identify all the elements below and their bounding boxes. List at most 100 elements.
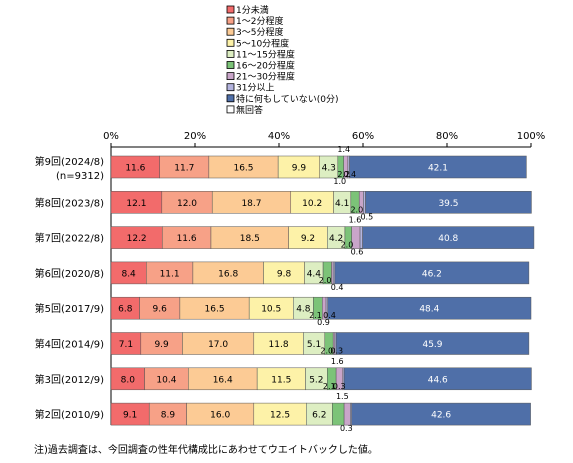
- small-data-label: 2.1: [309, 311, 322, 320]
- category-label: 第4回(2014/9): [35, 338, 104, 351]
- data-label: 16.5: [205, 305, 225, 315]
- bar-segment: [349, 155, 527, 179]
- small-data-label: 2.2: [337, 170, 350, 179]
- x-tick-label: 0%: [103, 131, 119, 142]
- small-data-label: 1.6: [331, 357, 344, 366]
- data-label: 10.5: [261, 305, 281, 315]
- data-label: 9.1: [123, 411, 137, 421]
- category-label: 第5回(2017/9): [35, 302, 104, 315]
- data-label: 11.5: [271, 375, 291, 385]
- legend-label: 1〜2分程度: [236, 15, 283, 27]
- bar-segment: [362, 226, 535, 249]
- small-data-label: 1.6: [349, 216, 362, 225]
- bar-segment: [331, 261, 334, 285]
- footnote: 注)過去調査は、今回調査の性年代構成比にあわせてウエイトバックした値。: [34, 445, 378, 456]
- data-label: 45.9: [422, 340, 442, 350]
- data-label: 9.6: [153, 305, 168, 315]
- small-data-label: 0.4: [331, 283, 344, 292]
- data-label: 11.8: [269, 340, 289, 350]
- small-data-label: 0.3: [340, 424, 353, 433]
- small-data-label: 0.3: [333, 382, 346, 391]
- bar-segment: [332, 261, 336, 285]
- category-label: 第6回(2020/8): [35, 267, 104, 280]
- data-label: 9.9: [292, 164, 307, 174]
- legend-swatch: [226, 72, 235, 80]
- small-data-label: 1.4: [337, 145, 350, 154]
- legend-swatch: [226, 83, 235, 92]
- data-label: 6.2: [312, 411, 326, 421]
- x-tick-label: 60%: [352, 131, 374, 142]
- legend-swatch: [226, 94, 235, 103]
- data-label: 8.9: [161, 411, 176, 421]
- legend-label: 11〜15分程度: [236, 48, 295, 60]
- data-label: 11.6: [125, 164, 145, 174]
- x-tick-label: 40%: [268, 131, 290, 142]
- legend-label: 16〜20分程度: [236, 60, 295, 72]
- data-label: 4.1: [335, 199, 349, 209]
- data-label: 46.2: [422, 269, 442, 279]
- data-label: 42.1: [428, 164, 448, 174]
- data-label: 16.5: [233, 164, 253, 174]
- legend-label: 5〜10分程度: [236, 37, 289, 49]
- data-label: 42.6: [431, 411, 451, 421]
- bar-segment: [351, 402, 531, 426]
- data-label: 12.2: [127, 234, 147, 244]
- data-label: 39.5: [438, 199, 458, 209]
- legend-label: 3〜5分程度: [236, 26, 283, 38]
- small-data-label: 0.3: [330, 347, 343, 356]
- bar-segment: [343, 367, 532, 391]
- x-tick-label: 20%: [184, 131, 206, 142]
- small-data-label: 0.9: [317, 318, 330, 327]
- data-label: 12.0: [177, 199, 197, 209]
- small-data-label: 2.0: [341, 241, 354, 250]
- data-label: 8.4: [121, 269, 136, 279]
- legend-label: 31分以上: [236, 83, 274, 94]
- data-label: 9.2: [301, 234, 315, 244]
- category-label: 第9回(2024/8): [35, 155, 104, 168]
- data-label: 48.4: [419, 305, 439, 315]
- category-label: 第8回(2023/8): [35, 196, 104, 209]
- data-label: 11.7: [174, 164, 194, 174]
- legend-label: 21〜30分程度: [236, 71, 295, 83]
- bar-segment: [359, 226, 363, 249]
- small-data-label: 1.5: [336, 392, 349, 401]
- small-data-label: 2.0: [320, 347, 333, 356]
- data-label: 18.5: [240, 234, 260, 244]
- data-label: 40.8: [438, 234, 458, 244]
- legend-label: 1分未満: [236, 4, 269, 16]
- data-label: 6.8: [118, 305, 133, 315]
- x-tick-label: 80%: [436, 131, 458, 142]
- legend-swatch: [226, 61, 235, 69]
- small-data-label: 2.1: [323, 382, 336, 391]
- small-data-label: 2.0: [350, 205, 363, 214]
- legend-swatch: [226, 105, 235, 114]
- data-label: 12.1: [126, 199, 146, 209]
- bar-segment: [332, 402, 345, 426]
- x-tick-label: 100%: [517, 131, 546, 142]
- category-label: 第7回(2022/8): [35, 232, 104, 245]
- data-label: 5.1: [307, 340, 321, 350]
- bar-segment: [363, 191, 366, 214]
- legend-swatch: [226, 27, 235, 36]
- data-label: 12.5: [270, 411, 290, 421]
- small-data-label: 1.0: [333, 177, 346, 186]
- bar-segment: [365, 191, 532, 214]
- data-label: 8.0: [121, 375, 136, 385]
- bar-segment: [343, 402, 351, 426]
- category-label: 第2回(2010/9): [35, 408, 104, 421]
- small-data-label: 0.4: [323, 311, 336, 320]
- legend-label: 特に何もしていない(0分): [236, 93, 338, 105]
- data-label: 44.6: [428, 375, 448, 385]
- legend-swatch: [226, 50, 235, 58]
- data-label: 4.8: [296, 305, 311, 315]
- data-label: 4.3: [322, 164, 336, 174]
- data-label: 18.7: [241, 199, 261, 209]
- legend-swatch: [226, 5, 235, 14]
- bar-segment: [334, 261, 530, 285]
- data-label: 10.2: [302, 199, 322, 209]
- small-data-label: 0.6: [351, 248, 364, 257]
- legend-swatch: [226, 38, 235, 47]
- data-label: 16.8: [218, 269, 238, 279]
- data-label: 9.9: [154, 340, 169, 350]
- data-label: 5.2: [309, 375, 323, 385]
